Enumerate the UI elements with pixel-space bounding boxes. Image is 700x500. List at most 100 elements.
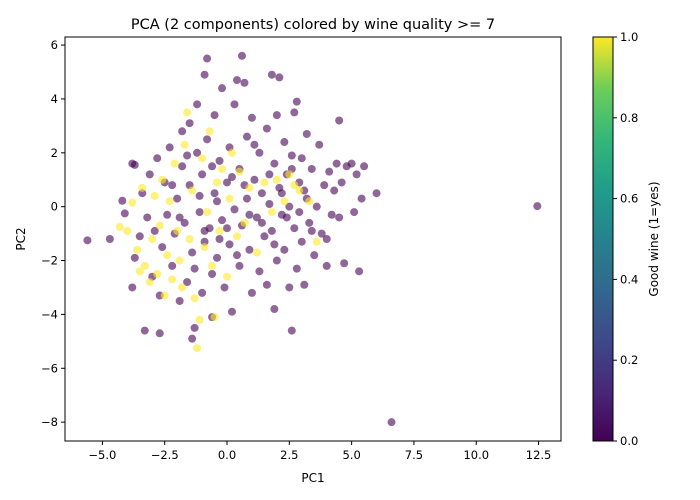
scatter-point [200,70,209,79]
scatter-point [160,291,169,300]
scatter-point [213,178,222,187]
scatter-point [208,162,217,171]
scatter-point [260,178,269,187]
colorbar-tick-label: 0.4 [620,272,638,286]
scatter-point [183,278,192,287]
y-tick-label: −8 [41,415,58,429]
scatter-point [205,127,214,136]
scatter-point [193,148,202,157]
scatter-point [173,226,182,235]
scatter-point [105,235,114,243]
scatter-point [355,267,364,276]
scatter-point [195,208,204,217]
scatter-point [145,170,154,179]
scatter-point [175,256,184,265]
scatter-point [337,178,346,187]
scatter-point [170,159,179,168]
scatter-point [533,202,542,211]
scatter-point [272,256,281,265]
scatter-point [203,135,212,144]
scatter-point [183,151,192,160]
scatter-point [387,418,396,427]
scatter-point [215,156,224,165]
scatter-point [245,245,254,254]
scatter-point [235,167,244,176]
scatter-point [185,119,194,128]
scatter-point [267,70,276,79]
scatter-point [153,270,162,279]
scatter-point [297,237,306,246]
scatter-point [280,138,289,147]
y-axis-label: PC2 [14,227,28,250]
x-tick-label: 12.5 [526,448,552,462]
scatter-point [292,264,301,273]
scatter-point [133,245,142,254]
scatter-point [322,235,331,243]
scatter-point [310,251,319,260]
scatter-point [178,162,187,171]
scatter-point [330,186,339,195]
scatter-point [213,253,222,262]
scatter-point [332,159,341,168]
scatter-point [267,208,276,217]
scatter-point [193,100,202,109]
scatter-point [208,270,217,279]
scatter-point [270,305,279,314]
scatter-point [230,100,239,109]
scatter-point [218,216,227,225]
scatter-point [302,129,311,138]
colorbar-tick-label: 0.8 [620,111,638,125]
scatter-point [307,226,316,235]
scatter-point [275,73,284,82]
scatter-point [312,237,321,246]
x-tick-label: 0.0 [218,448,236,462]
scatter-point [290,224,299,233]
scatter-point [350,208,359,217]
scatter-points [83,51,542,427]
scatter-point [135,232,144,241]
scatter-point [245,183,254,192]
scatter-point [188,186,197,195]
scatter-point [360,162,369,171]
scatter-point [325,167,334,176]
scatter-point [130,253,139,262]
scatter-point [267,226,276,235]
scatter-point [227,173,236,182]
colorbar-label: Good wine (1=yes) [647,181,661,296]
scatter-point [227,148,236,157]
colorbar-ticks: 0.0 0.2 0.4 0.6 0.8 1.0 [613,30,638,448]
scatter-point [140,261,149,270]
y-axis-ticks: −8 −6 −4 −2 0 2 4 6 [41,38,65,429]
scatter-point [175,213,184,222]
scatter-point [322,261,331,270]
scatter-point [262,124,271,133]
x-tick-label: −2.5 [151,448,179,462]
colorbar-tick-label: 0.6 [620,192,638,206]
scatter-point [145,278,154,287]
scatter-point [215,235,224,243]
scatter-point [158,243,167,252]
scatter-point [150,226,159,235]
scatter-point [252,213,261,222]
scatter-point [265,199,274,208]
scatter-point [203,54,212,63]
scatter-point [83,236,92,245]
scatter-point [163,210,172,219]
scatter-point [155,221,164,230]
scatter-point [340,259,349,268]
scatter-point [280,197,289,206]
scatter-point [287,151,296,160]
scatter-point [223,272,232,281]
scatter-point [327,210,336,219]
scatter-point [347,159,356,168]
scatter-point [270,240,279,249]
scatter-point [230,205,239,214]
scatter-point [335,213,344,222]
y-tick-label: 4 [51,92,58,106]
scatter-point [178,127,187,136]
scatter-point [262,280,271,289]
scatter-point [218,164,227,173]
scatter-point [235,261,244,270]
scatter-point [175,296,184,305]
